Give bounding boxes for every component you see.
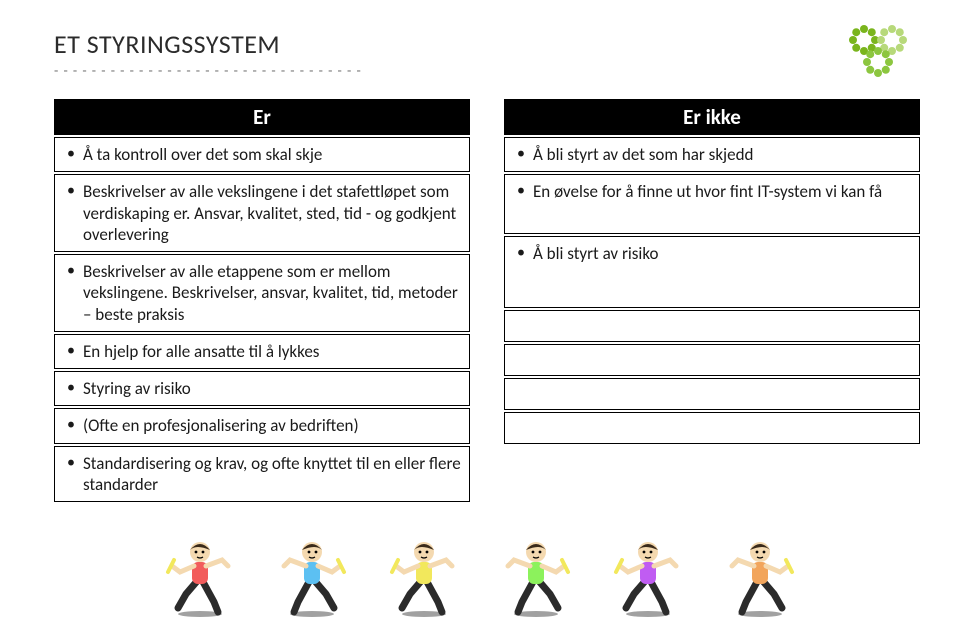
right-row-empty xyxy=(504,378,920,410)
left-row: Standardisering og krav, og ofte knyttet… xyxy=(54,446,470,503)
left-row: Styring av risiko xyxy=(54,371,470,406)
right-header: Er ikke xyxy=(504,99,920,135)
runner-icon xyxy=(612,536,684,618)
right-row-text: Å bli styrt av risiko xyxy=(529,243,911,264)
runner-figure xyxy=(388,536,460,618)
right-row: Å bli styrt av risiko xyxy=(504,236,920,308)
left-row: Beskrivelser av alle vekslingene i det s… xyxy=(54,174,470,252)
runner-icon xyxy=(500,536,572,618)
right-row-empty xyxy=(504,412,920,444)
right-table: Er ikke Å bli styrt av det som har skjed… xyxy=(504,97,920,446)
left-table: Er Å ta kontroll over det som skal skje B… xyxy=(54,97,470,504)
columns-wrap: Er Å ta kontroll over det som skal skje B… xyxy=(54,97,920,504)
slide-title: ET STYRINGSSYSTEM xyxy=(54,28,920,60)
right-row-empty xyxy=(504,310,920,342)
left-header: Er xyxy=(54,99,470,135)
runner-figure xyxy=(724,536,796,618)
right-row: Å bli styrt av det som har skjedd xyxy=(504,137,920,172)
left-row-text: (Ofte en profesjonalisering av bedriften… xyxy=(79,415,461,436)
left-row-text: Beskrivelser av alle vekslingene i det s… xyxy=(79,181,461,245)
right-row-text: Å bli styrt av det som har skjedd xyxy=(529,144,911,165)
left-column: Er Å ta kontroll over det som skal skje B… xyxy=(54,97,470,504)
logo-icon xyxy=(842,20,920,78)
right-row: En øvelse for å finne ut hvor fint IT-sy… xyxy=(504,174,920,234)
right-column: Er ikke Å bli styrt av det som har skjed… xyxy=(504,97,920,504)
title-underline-dots: - - - - - - - - - - - - - - - - - - - - … xyxy=(54,62,920,79)
right-row-empty xyxy=(504,344,920,376)
left-row-text: Å ta kontroll over det som skal skje xyxy=(79,144,461,165)
runners-row xyxy=(0,536,960,618)
slide: ET STYRINGSSYSTEM - - - - - - - - - - - … xyxy=(0,0,960,636)
runner-figure xyxy=(276,536,348,618)
left-row-text: En hjelp for alle ansatte til å lykkes xyxy=(79,341,461,362)
right-row-text: En øvelse for å finne ut hvor fint IT-sy… xyxy=(529,181,911,202)
left-row: Å ta kontroll over det som skal skje xyxy=(54,137,470,172)
brand-logo xyxy=(842,20,920,83)
runner-figure xyxy=(164,536,236,618)
runner-icon xyxy=(388,536,460,618)
runner-figure xyxy=(500,536,572,618)
left-row-text: Beskrivelser av alle etappene som er mel… xyxy=(79,261,461,325)
runner-icon xyxy=(724,536,796,618)
runner-icon xyxy=(164,536,236,618)
runner-icon xyxy=(276,536,348,618)
left-row: En hjelp for alle ansatte til å lykkes xyxy=(54,334,470,369)
left-row-text: Standardisering og krav, og ofte knyttet… xyxy=(79,453,461,496)
left-row: (Ofte en profesjonalisering av bedriften… xyxy=(54,408,470,443)
left-row: Beskrivelser av alle etappene som er mel… xyxy=(54,254,470,332)
left-row-text: Styring av risiko xyxy=(79,378,461,399)
runner-figure xyxy=(612,536,684,618)
